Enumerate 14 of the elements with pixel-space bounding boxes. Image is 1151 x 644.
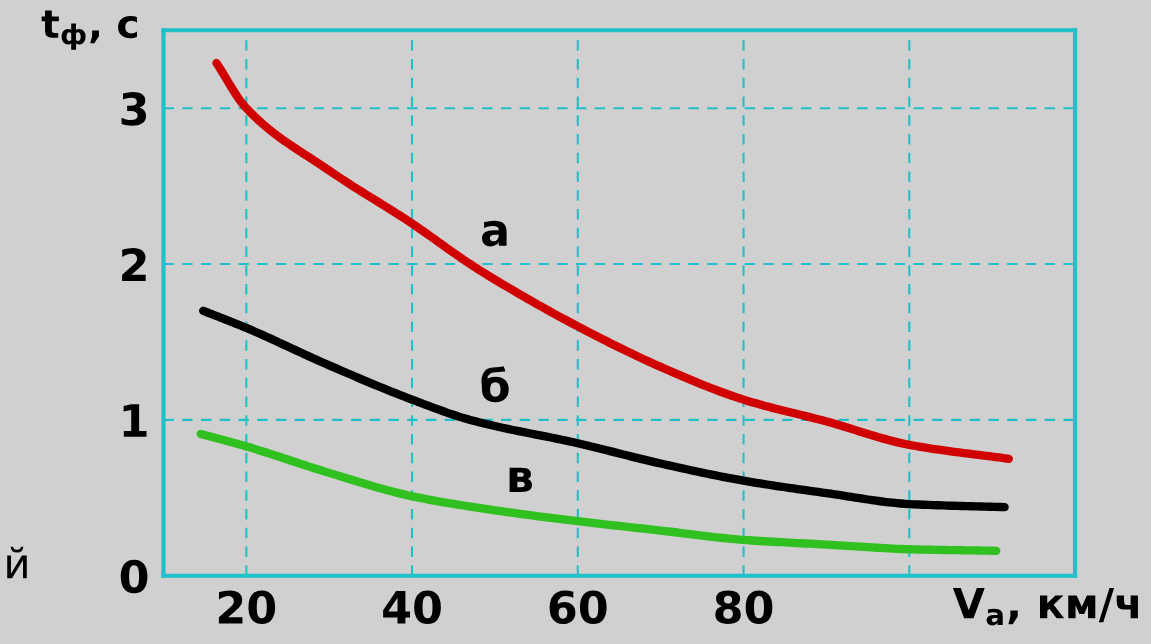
text: й [7,546,27,579]
x-tick-label: 60 [549,590,607,625]
y-tick-label: 0 [120,559,148,594]
series-label: б [481,366,509,403]
series-label: а [481,220,507,247]
y-tick-label: 1 [123,404,147,437]
x-tick-label: 80 [715,590,773,625]
x-tick-label: 40 [383,590,441,625]
y-tick-label: 2 [122,247,146,281]
series-label: в [509,467,533,492]
y-axis-title: t$_{ф}$, с [41,10,137,50]
x-axis-title: V$_{а}$, км/ч [952,587,1138,626]
x-tick-label: 20 [218,590,276,625]
y-tick-label: 3 [121,92,147,126]
